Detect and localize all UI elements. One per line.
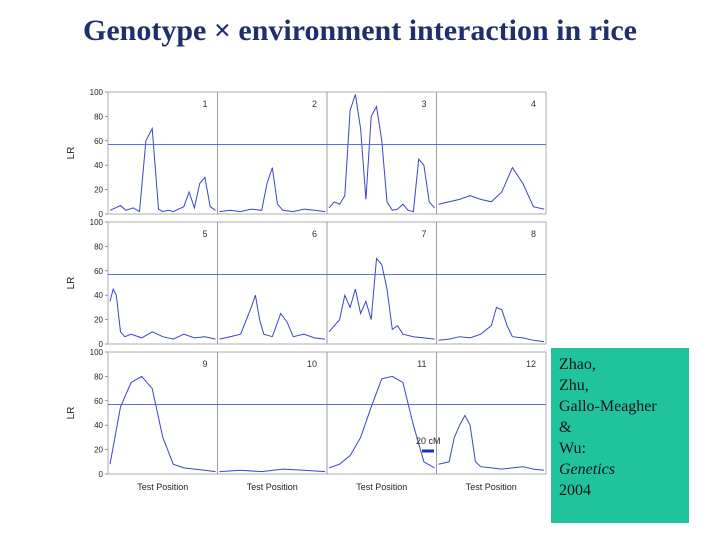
lr-profile-line	[219, 468, 326, 473]
x-axis-label: Test Position	[137, 482, 188, 492]
panel-label: 5	[202, 229, 207, 239]
panel-frame	[436, 221, 547, 345]
y-tick-label: 80	[94, 372, 103, 381]
panel-frame	[217, 221, 328, 345]
citation-box: Zhao, Zhu, Gallo-Meagher & Wu: Genetics …	[551, 348, 689, 523]
y-tick-label: 80	[94, 242, 103, 251]
citation-line: &	[559, 419, 572, 436]
y-tick-label: 80	[94, 112, 103, 121]
panel-label: 7	[421, 229, 426, 239]
x-axis-label: Test Position	[466, 482, 517, 492]
y-tick-label: 40	[94, 291, 103, 300]
panel-label: 3	[421, 99, 426, 109]
y-tick-label: 100	[90, 218, 104, 227]
lr-profile-line	[219, 167, 326, 213]
y-tick-label: 60	[94, 267, 103, 276]
lr-profile-line	[328, 94, 435, 213]
panel-label: 8	[531, 229, 536, 239]
lr-profile-line	[109, 287, 216, 340]
panel-frame	[436, 91, 547, 215]
y-tick-label: 20	[94, 186, 103, 195]
y-tick-label: 100	[90, 88, 104, 97]
citation-year: 2004	[559, 482, 591, 499]
y-tick-label: 20	[94, 446, 103, 455]
lr-profile-line	[109, 126, 216, 213]
panel-frame	[326, 91, 437, 215]
citation-line: Zhu,	[559, 377, 589, 394]
panel-frame	[107, 221, 218, 345]
lr-profile-line	[328, 257, 435, 340]
panel-frame	[107, 351, 218, 475]
lr-profile-line	[438, 306, 545, 343]
y-tick-label: 0	[99, 210, 104, 219]
y-tick-label: 0	[99, 470, 104, 479]
panel-label: 2	[312, 99, 317, 109]
y-axis-label: LR	[66, 147, 77, 160]
panel-label: 11	[417, 359, 426, 369]
slide-title: Genotype × environment interaction in ri…	[83, 14, 637, 47]
panel-frame	[436, 351, 547, 475]
y-tick-label: 60	[94, 397, 103, 406]
panel-frame	[326, 351, 437, 475]
panel-label: 4	[531, 99, 536, 109]
lr-profile-line	[438, 166, 545, 210]
citation-line: Wu:	[559, 440, 586, 457]
panel-label: 1	[202, 99, 207, 109]
y-tick-label: 40	[94, 421, 103, 430]
y-tick-label: 20	[94, 316, 103, 325]
panel-label: 12	[526, 359, 536, 369]
lr-profile-line	[438, 414, 545, 471]
y-tick-label: 0	[99, 340, 104, 349]
panel-frame	[217, 351, 328, 475]
citation-line: Zhao,	[559, 356, 596, 373]
x-axis-label: Test Position	[247, 482, 298, 492]
panel-frame	[107, 91, 218, 215]
y-tick-label: 100	[90, 348, 104, 357]
panel-label: 9	[202, 359, 207, 369]
panel-frame	[326, 221, 437, 345]
scale-legend-label: 20 cM	[416, 436, 441, 446]
panel-label: 10	[307, 359, 317, 369]
lr-profile-line	[328, 375, 435, 469]
x-axis-label: Test Position	[356, 482, 407, 492]
citation-journal: Genetics	[559, 461, 615, 478]
citation-line: Gallo-Meagher	[559, 398, 657, 415]
y-tick-label: 60	[94, 137, 103, 146]
lr-profile-line	[219, 295, 326, 340]
y-tick-label: 40	[94, 161, 103, 170]
lr-profile-line	[109, 375, 216, 473]
y-axis-label: LR	[66, 407, 77, 420]
panel-frame	[217, 91, 328, 215]
panel-label: 6	[312, 229, 317, 239]
y-axis-label: LR	[66, 277, 77, 290]
